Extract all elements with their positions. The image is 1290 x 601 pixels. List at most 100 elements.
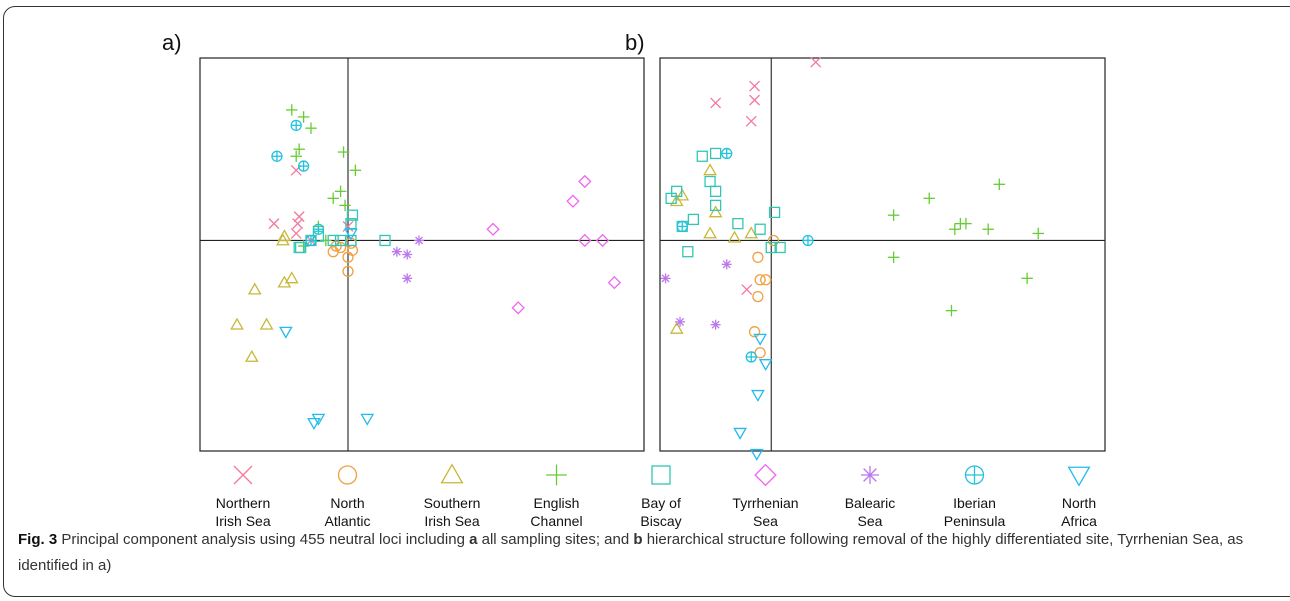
legend-item-ec: English Channel — [530, 464, 583, 529]
legend-label-na-line2: Atlantic — [325, 513, 371, 529]
panel-b-point-nis-0 — [710, 97, 722, 109]
panel-b-point-na-5 — [754, 347, 766, 359]
panel-a-point-sis-5 — [247, 282, 262, 295]
panel-b-point-nis-3 — [745, 115, 757, 127]
legend-item-bob: Bay of Biscay — [640, 465, 682, 529]
panel-b-point-na-3 — [760, 274, 772, 286]
legend-marker-sis — [440, 463, 464, 484]
panel-b-point-bob-7 — [709, 147, 722, 160]
panel-a-point-sis-3 — [259, 317, 274, 330]
panel-b-point-nis-1 — [749, 80, 761, 92]
panel-a-point-nis-2 — [293, 211, 305, 223]
panel-b-point-ec-6 — [945, 304, 958, 317]
panel-b-point-naf-2 — [751, 389, 765, 402]
panel-b-point-sis-5 — [703, 226, 717, 239]
panel-b-point-bal-3 — [721, 259, 732, 270]
panel-b-point-ec-9 — [1032, 227, 1044, 240]
panel-b-point-na-0 — [767, 234, 780, 247]
panel-a-point-ib-1 — [271, 150, 283, 162]
legend-label-tyr-line2: Sea — [753, 513, 778, 529]
legend-item-na: North Atlantic — [325, 465, 371, 529]
panel-b-point-bob-10 — [732, 217, 744, 230]
panel-a-point-sis-4 — [244, 349, 259, 362]
panel-b-point-ec-5 — [960, 217, 972, 230]
panel-b-point-bob-2 — [687, 213, 700, 226]
panel-a-point-ib-2 — [297, 160, 310, 172]
panel-a-frame — [199, 57, 645, 452]
panel-a-point-na-6 — [334, 241, 347, 254]
panel-b-point-ib-2 — [745, 351, 757, 363]
panel-b-point-bob-11 — [754, 223, 766, 235]
legend-marker-bal — [861, 466, 879, 484]
legend-label-bob-line1: Bay of — [641, 495, 681, 511]
legend-item-naf: North Africa — [1061, 466, 1097, 529]
legend-label-naf-line2: Africa — [1061, 513, 1097, 529]
panel-a-point-ib-4 — [312, 223, 325, 235]
legend-marker-naf — [1067, 466, 1091, 487]
legend-label-nis-line2: Irish Sea — [215, 513, 270, 529]
legend-label-ec-line2: Channel — [530, 513, 582, 529]
legend-label-naf-line1: North — [1062, 495, 1096, 511]
panel-a-point-naf-4 — [344, 228, 358, 241]
legend-item-tyr: Tyrrhenian Sea — [732, 463, 799, 529]
panel-a-point-bob-1 — [294, 241, 307, 254]
panel-a-point-bal-1 — [402, 249, 413, 260]
panel-a-point-tyr-2 — [566, 194, 580, 208]
legend-label-bob-line2: Biscay — [640, 513, 681, 529]
caption-bold-b: b — [633, 531, 643, 548]
panel-b-point-ib-0 — [721, 147, 733, 160]
panel-b-point-nis-4 — [810, 56, 822, 68]
panel-a-point-ec-1 — [297, 111, 310, 123]
legend-marker-na — [337, 465, 358, 485]
panel-a-point-ec-0 — [286, 104, 298, 116]
panel-a-point-bal-0 — [391, 246, 402, 257]
panel-b-point-bal-2 — [710, 319, 721, 330]
panel-b-point-ec-3 — [949, 223, 961, 235]
panel-a-label: a) — [162, 30, 182, 55]
legend-label-ib-line1: Iberian — [953, 495, 996, 511]
legend-marker-ec — [546, 464, 567, 486]
legend-marker-tyr — [754, 463, 777, 487]
panel-b-label: b) — [625, 30, 645, 55]
panel-b-point-bal-1 — [675, 316, 686, 327]
legend-item-nis: Northern Irish Sea — [215, 465, 271, 529]
legend-label-ec-line1: English — [534, 495, 580, 511]
panel-b-point-bob-9 — [709, 199, 722, 212]
panel-b-point-na-1 — [752, 251, 764, 263]
panel-b-point-sis-7 — [744, 226, 759, 239]
panel-a-point-ec-5 — [337, 146, 350, 158]
panel-a-point-ib-0 — [290, 119, 302, 132]
caption-bold-a: a — [469, 531, 478, 548]
panel-a-point-ec-6 — [349, 164, 362, 177]
legend-label-na-line1: North — [330, 495, 364, 511]
legend-item-bal: Balearic Sea — [845, 466, 895, 529]
panel-a-point-na-1 — [342, 265, 354, 277]
panel-a-point-naf-1 — [307, 417, 321, 430]
panel-a-point-naf-2 — [311, 413, 326, 426]
panel-a-point-ec-9 — [339, 199, 351, 212]
legend-label-nis-line1: Northern — [216, 495, 270, 511]
panel-b-point-sis-6 — [727, 230, 742, 243]
panel-a-point-ec-8 — [327, 192, 339, 205]
caption-part1: Principal component analysis using 455 n… — [57, 531, 470, 548]
panel-a-point-sis-1 — [284, 271, 299, 284]
panel-b-point-bob-14 — [768, 206, 781, 219]
panel-b-point-ib-1 — [676, 220, 688, 233]
panel-a-point-ib-3 — [305, 234, 317, 247]
panel-b-point-ec-2 — [923, 192, 935, 205]
panel-b-point-na-2 — [754, 274, 766, 286]
panel-a-point-sis-0 — [277, 275, 292, 288]
panel-b-point-bob-0 — [682, 246, 694, 258]
panel-b-point-ib-3 — [802, 234, 814, 247]
panel-b-point-ec-0 — [887, 209, 900, 221]
panel-a-point-tyr-1 — [511, 301, 525, 315]
panel-a-point-nis-1 — [268, 218, 280, 230]
panel-a-point-sis-6 — [277, 229, 292, 242]
panel-a-point-ec-7 — [334, 185, 347, 198]
panel-b-point-bob-4 — [671, 185, 683, 197]
panel-a-point-ec-11 — [320, 234, 332, 247]
panel-a-point-nis-3 — [292, 218, 304, 230]
caption-fig-label: Fig. 3 — [18, 531, 58, 548]
panel-a-point-tyr-4 — [578, 233, 592, 248]
